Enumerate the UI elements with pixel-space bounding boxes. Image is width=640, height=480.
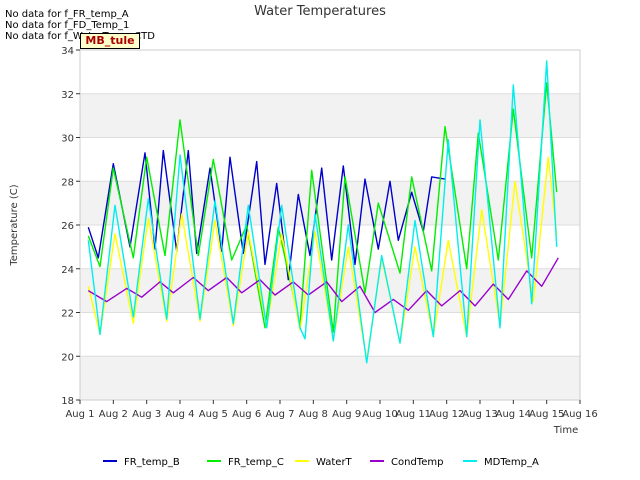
x-tick-label: Aug 15 — [529, 409, 564, 420]
x-tick-label: Aug 5 — [199, 409, 228, 420]
y-axis-label: Temperature (C) — [9, 184, 20, 266]
legend-label: WaterT — [316, 457, 353, 468]
x-axis-label: Time — [553, 425, 578, 436]
y-axis-ticks: 18 20 22 24 26 28 30 32 34 — [61, 46, 80, 407]
x-tick-label: Aug 6 — [232, 409, 261, 420]
y-tick-label: 24 — [61, 265, 74, 276]
legend-label: MDTemp_A — [484, 457, 539, 468]
x-tick-label: Aug 4 — [165, 409, 194, 420]
x-tick-label: Aug 12 — [429, 409, 464, 420]
y-tick-label: 32 — [61, 90, 74, 101]
grid-band — [80, 181, 580, 225]
x-tick-label: Aug 3 — [132, 409, 161, 420]
x-tick-label: Aug 16 — [562, 409, 597, 420]
grid-band — [80, 356, 580, 400]
chart-title: Water Temperatures — [254, 4, 386, 19]
no-data-notice-2: No data for f_FD_Temp_1 — [5, 20, 130, 31]
x-tick-label: Aug 2 — [99, 409, 128, 420]
y-tick-label: 26 — [61, 221, 74, 232]
legend-label: FR_temp_B — [124, 457, 180, 468]
series-line-mdtemp-a — [87, 60, 558, 364]
y-tick-label: 20 — [61, 352, 74, 363]
x-tick-label: Aug 14 — [496, 409, 531, 420]
series-line-watert — [87, 156, 558, 362]
y-tick-label: 28 — [61, 177, 74, 188]
x-tick-label: Aug 8 — [299, 409, 328, 420]
x-axis-ticks: Aug 1 Aug 2 Aug 3 Aug 4 Aug 5 Aug 6 Aug 7 Aug 8… — [65, 400, 598, 420]
y-tick-label: 18 — [61, 396, 74, 407]
no-data-notice-1: No data for f_FR_temp_A — [5, 9, 129, 20]
y-tick-label: 30 — [61, 134, 74, 145]
x-tick-label: Aug 7 — [265, 409, 294, 420]
x-tick-label: Aug 10 — [362, 409, 397, 420]
x-tick-label: Aug 9 — [332, 409, 361, 420]
series-group — [87, 60, 559, 364]
series-line-fr-temp-b — [87, 149, 446, 281]
legend-label: CondTemp — [391, 457, 443, 468]
site-tag-badge: MB_tule — [80, 33, 140, 49]
x-tick-label: Aug 1 — [65, 409, 94, 420]
x-tick-label: Aug 11 — [396, 409, 431, 420]
y-tick-label: 22 — [61, 309, 74, 320]
legend-label: FR_temp_C — [228, 457, 284, 468]
grid-band — [80, 93, 580, 138]
y-tick-label: 34 — [61, 46, 74, 57]
series-line-fr-temp-c — [87, 82, 558, 333]
legend: FR_temp_B FR_temp_C WaterT CondTemp MDTemp_A — [103, 457, 539, 468]
x-tick-label: Aug 13 — [462, 409, 497, 420]
